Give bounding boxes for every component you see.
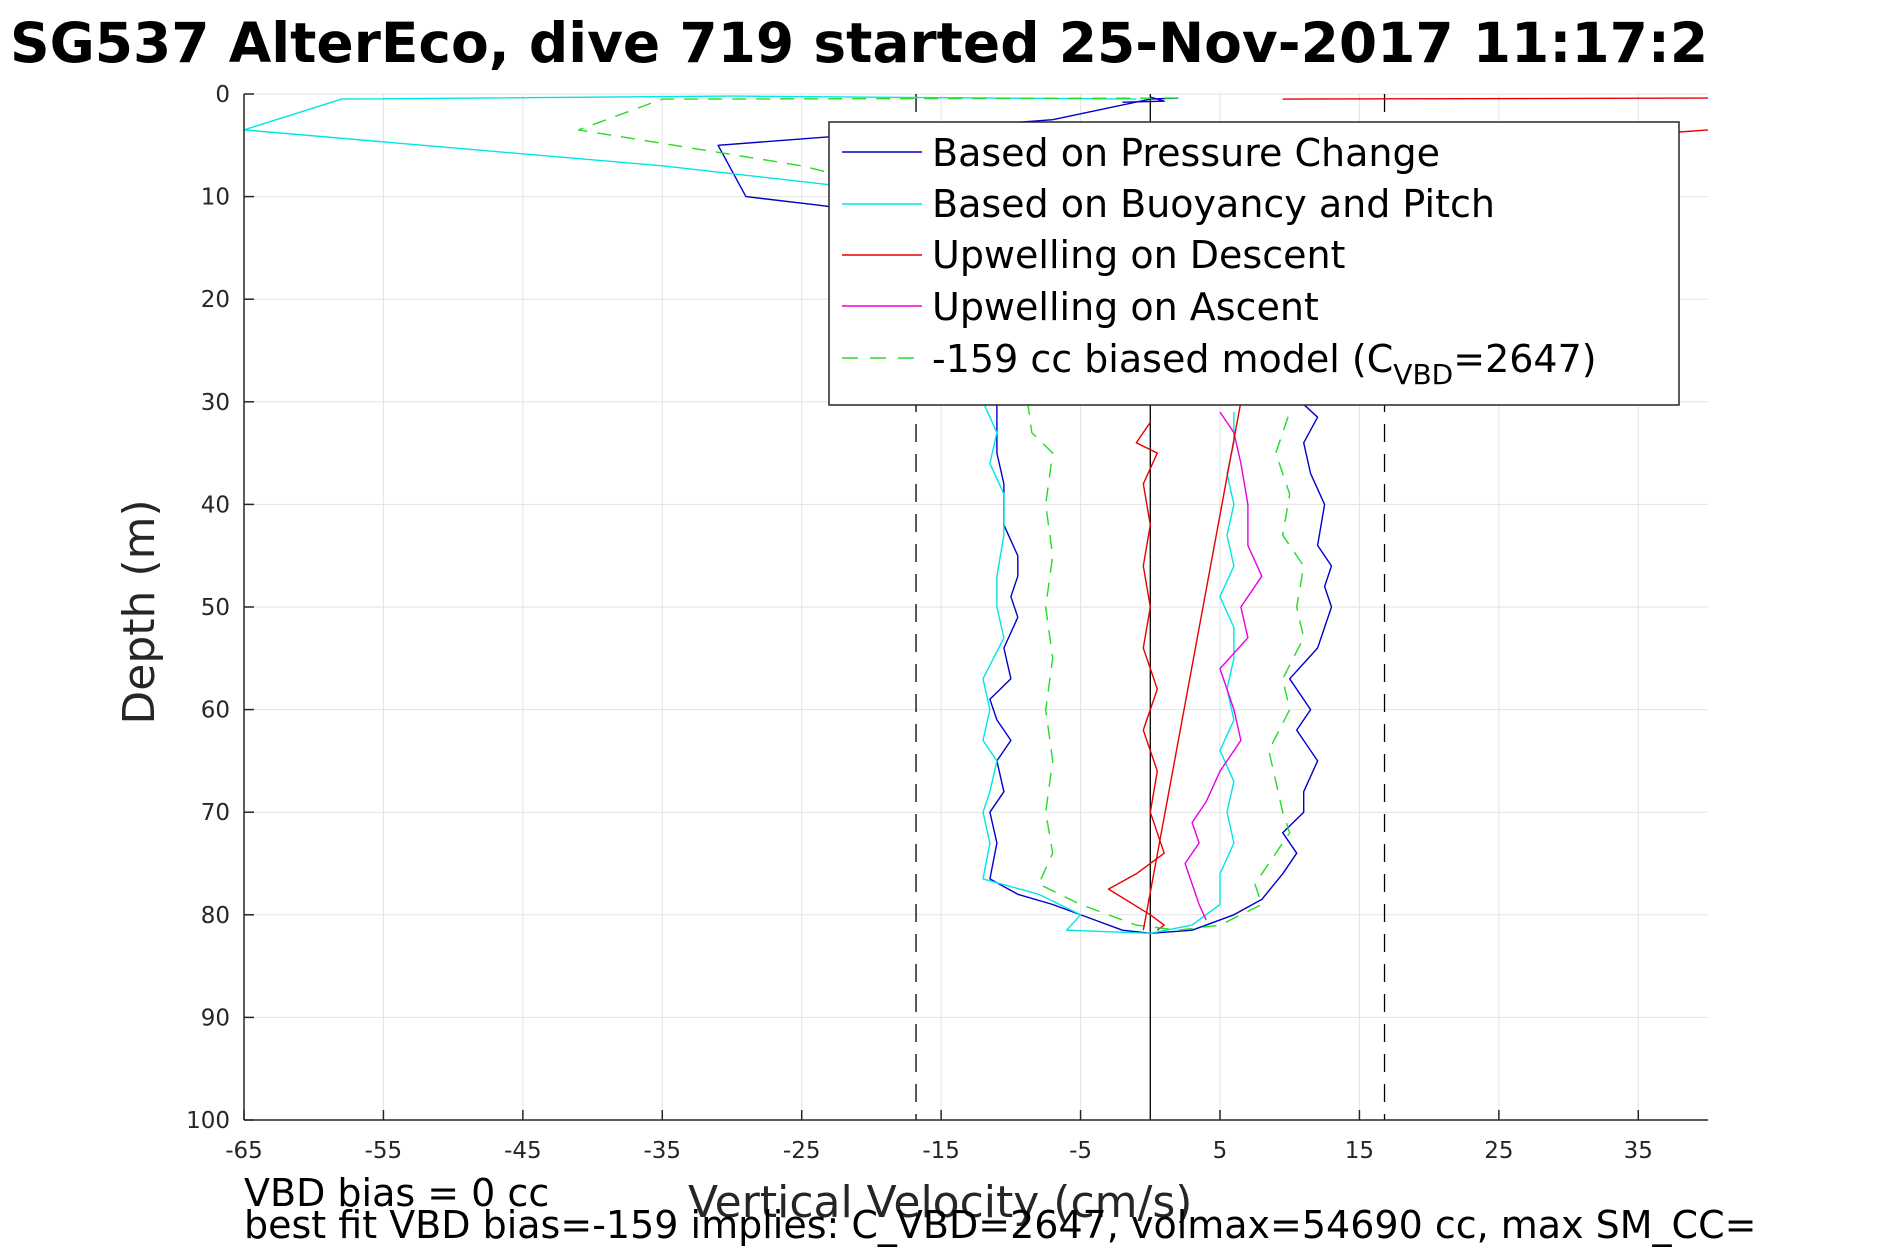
y-tick-label: 100: [186, 1108, 230, 1134]
legend-box: [828, 121, 1680, 406]
chart-title: SG537 AlterEco, dive 719 started 25-Nov-…: [10, 11, 1708, 75]
legend: Based on Pressure Change Based on Buoyan…: [828, 121, 1680, 406]
x-tick-label: -45: [504, 1138, 542, 1164]
extra-series-line: [1122, 96, 1165, 103]
y-tick-label: 80: [201, 903, 230, 929]
x-tick-label: -15: [922, 1138, 960, 1164]
legend-label-pressure: Based on Pressure Change: [932, 131, 1440, 175]
y-tick-label: 60: [201, 698, 230, 724]
y-tick-label: 10: [201, 185, 230, 211]
x-tick-label: 5: [1213, 1138, 1228, 1164]
y-tick-label: 50: [201, 595, 230, 621]
y-tick-label: 40: [201, 492, 230, 518]
x-tick-label: -35: [643, 1138, 681, 1164]
best-fit-note: best fit VBD bias=-159 implies: C_VBD=26…: [244, 1203, 1756, 1247]
x-tick-label: -25: [783, 1138, 821, 1164]
legend-label-up-ascent: Upwelling on Ascent: [932, 285, 1319, 329]
x-tick-label: -55: [365, 1138, 403, 1164]
y-tick-label: 90: [201, 1005, 230, 1031]
x-axis-label: Vertical Velocity (cm/s): [688, 1177, 1192, 1228]
y-tick-label: 70: [201, 800, 230, 826]
y-tick-label: 0: [215, 82, 230, 108]
y-axis-label: Depth (m): [114, 499, 165, 724]
y-tick-label: 30: [201, 390, 230, 416]
x-tick-label: -65: [225, 1138, 263, 1164]
legend-label-buoyancy: Based on Buoyancy and Pitch: [932, 182, 1495, 226]
series-line-2: [1107, 421, 1165, 931]
x-tick-label: -5: [1069, 1138, 1092, 1164]
axes: -65 -55 -45 -35 -25 -15 -5 5 15 25 350102030405060…: [186, 82, 1708, 1164]
y-tick-label: 20: [201, 287, 230, 313]
vbd-bias-note: VBD bias = 0 cc: [244, 1171, 549, 1215]
series-line-2: [1282, 97, 1709, 100]
legend-label-up-descent: Upwelling on Descent: [932, 233, 1345, 277]
x-tick-label: 15: [1345, 1138, 1374, 1164]
series-line-3: [1184, 411, 1263, 921]
legend-label-model: -159 cc biased model (CVBD=2647): [932, 337, 1597, 391]
x-tick-label: 35: [1624, 1138, 1653, 1164]
extra-series-line: [1142, 401, 1242, 931]
x-tick-label: 25: [1484, 1138, 1513, 1164]
